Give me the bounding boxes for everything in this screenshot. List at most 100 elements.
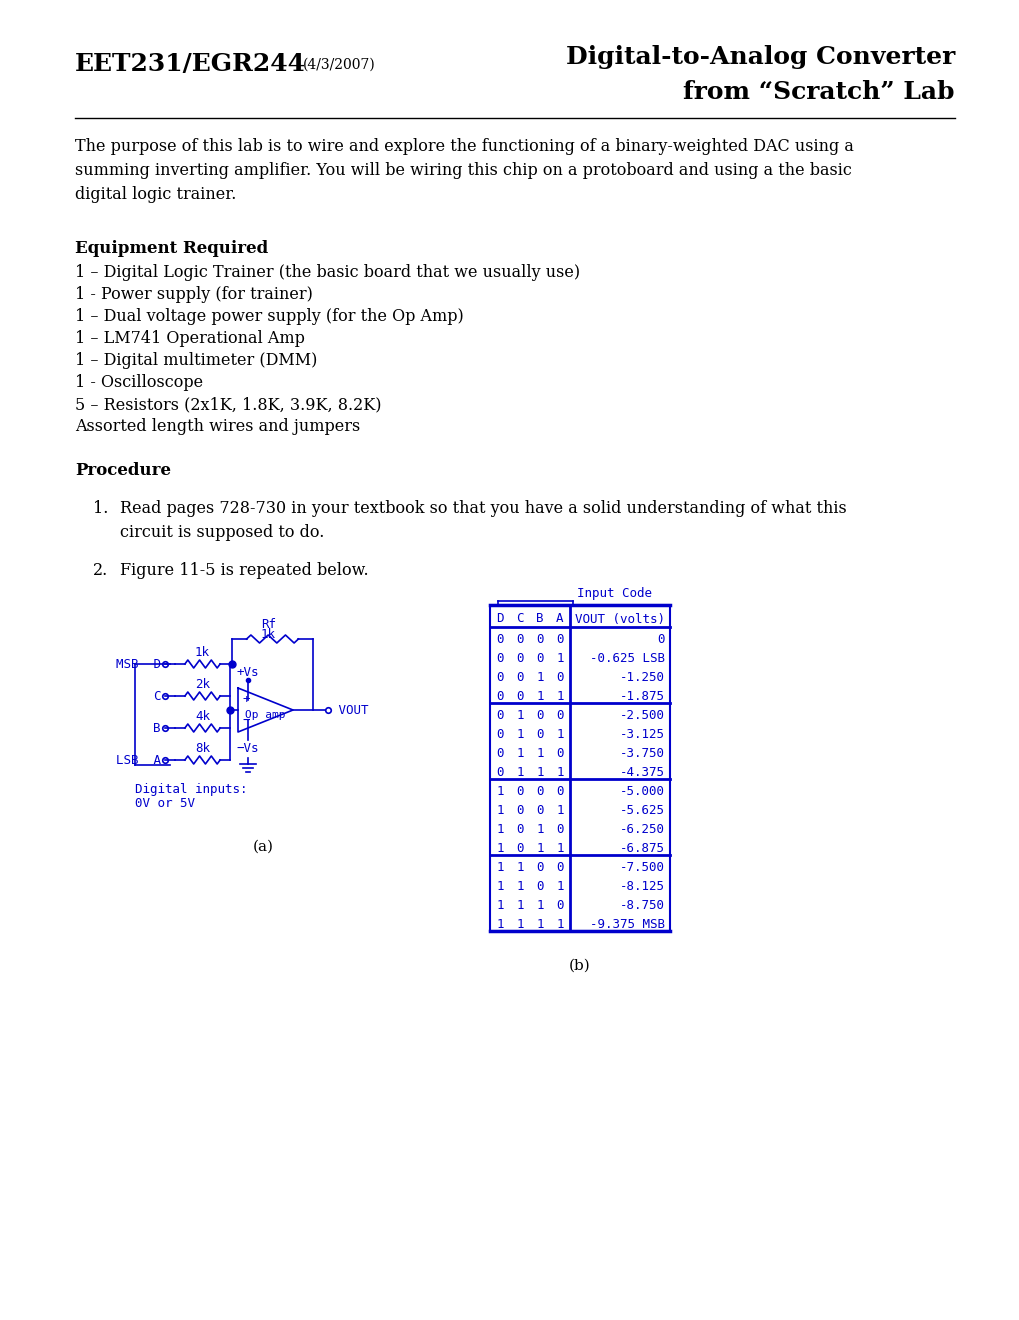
Text: Read pages 728-730 in your textbook so that you have a solid understanding of wh: Read pages 728-730 in your textbook so t… <box>120 500 846 541</box>
Bar <box>489 605 669 931</box>
Text: 0: 0 <box>496 766 503 779</box>
Text: 0: 0 <box>516 690 523 704</box>
Text: -6.250: -6.250 <box>620 822 664 836</box>
Text: 0: 0 <box>555 671 564 684</box>
Text: 0: 0 <box>536 652 543 665</box>
Text: 1: 1 <box>516 747 523 760</box>
Text: 0: 0 <box>536 861 543 874</box>
Text: 1: 1 <box>496 804 503 817</box>
Text: 0: 0 <box>516 634 523 645</box>
Text: 1: 1 <box>516 899 523 912</box>
Text: 1: 1 <box>496 880 503 894</box>
Text: +Vs: +Vs <box>236 665 259 678</box>
Text: 1: 1 <box>536 822 543 836</box>
Text: 1: 1 <box>555 917 564 931</box>
Text: 5 – Resistors (2x1K, 1.8K, 3.9K, 8.2K): 5 – Resistors (2x1K, 1.8K, 3.9K, 8.2K) <box>75 396 381 413</box>
Text: B: B <box>153 722 161 734</box>
Text: 0: 0 <box>496 709 503 722</box>
Text: 1: 1 <box>496 899 503 912</box>
Text: 1: 1 <box>536 766 543 779</box>
Text: (4/3/2007): (4/3/2007) <box>303 58 375 73</box>
Text: −Vs: −Vs <box>236 742 259 755</box>
Text: 0: 0 <box>536 729 543 741</box>
Text: 1: 1 <box>555 766 564 779</box>
Text: C: C <box>516 612 523 626</box>
Text: LSB  A: LSB A <box>116 754 161 767</box>
Text: -3.750: -3.750 <box>620 747 664 760</box>
Text: 8k: 8k <box>195 742 210 755</box>
Text: 1: 1 <box>536 917 543 931</box>
Text: 1: 1 <box>516 861 523 874</box>
Text: 1: 1 <box>555 652 564 665</box>
Text: 0: 0 <box>516 652 523 665</box>
Text: Rf: Rf <box>261 619 276 631</box>
Text: VOUT (volts): VOUT (volts) <box>575 612 664 626</box>
Text: 1: 1 <box>555 729 564 741</box>
Text: Assorted length wires and jumpers: Assorted length wires and jumpers <box>75 418 360 436</box>
Text: -7.500: -7.500 <box>620 861 664 874</box>
Text: -2.500: -2.500 <box>620 709 664 722</box>
Text: Input Code: Input Code <box>577 587 652 601</box>
Text: 1 – LM741 Operational Amp: 1 – LM741 Operational Amp <box>75 330 305 347</box>
Text: -1.875: -1.875 <box>620 690 664 704</box>
Text: 0: 0 <box>496 690 503 704</box>
Text: 0: 0 <box>657 634 664 645</box>
Text: -5.625: -5.625 <box>620 804 664 817</box>
Text: Op amp: Op amp <box>245 710 285 719</box>
Text: 1: 1 <box>536 747 543 760</box>
Text: 1: 1 <box>555 690 564 704</box>
Text: Equipment Required: Equipment Required <box>75 240 268 257</box>
Text: 0: 0 <box>516 804 523 817</box>
Text: 0: 0 <box>555 747 564 760</box>
Text: 1: 1 <box>516 880 523 894</box>
Text: Digital-to-Analog Converter: Digital-to-Analog Converter <box>566 45 954 69</box>
Text: -0.625 LSB: -0.625 LSB <box>589 652 664 665</box>
Text: VOUT: VOUT <box>331 704 368 717</box>
Text: -1.250: -1.250 <box>620 671 664 684</box>
Text: Figure 11-5 is repeated below.: Figure 11-5 is repeated below. <box>120 562 368 579</box>
Text: 1: 1 <box>555 804 564 817</box>
Text: 4k: 4k <box>195 710 210 723</box>
Text: -8.125: -8.125 <box>620 880 664 894</box>
Text: 1 - Oscilloscope: 1 - Oscilloscope <box>75 374 203 391</box>
Text: 1: 1 <box>555 880 564 894</box>
Text: -5.000: -5.000 <box>620 785 664 799</box>
Text: 0: 0 <box>516 842 523 855</box>
Text: 1: 1 <box>536 671 543 684</box>
Text: 1: 1 <box>496 842 503 855</box>
Text: EET231/EGR244: EET231/EGR244 <box>75 51 306 77</box>
Text: −: − <box>243 714 250 726</box>
Text: 1: 1 <box>536 842 543 855</box>
Text: +: + <box>243 693 250 706</box>
Text: 1: 1 <box>536 899 543 912</box>
Text: -8.750: -8.750 <box>620 899 664 912</box>
Text: 1.: 1. <box>93 500 108 517</box>
Text: 0: 0 <box>516 822 523 836</box>
Text: The purpose of this lab is to wire and explore the functioning of a binary-weigh: The purpose of this lab is to wire and e… <box>75 139 853 203</box>
Text: 0: 0 <box>496 747 503 760</box>
Text: 1k: 1k <box>261 628 276 642</box>
Text: 1: 1 <box>496 861 503 874</box>
Text: (b): (b) <box>569 960 590 973</box>
Text: -6.875: -6.875 <box>620 842 664 855</box>
Text: 0: 0 <box>496 634 503 645</box>
Text: 1: 1 <box>496 822 503 836</box>
Text: 2k: 2k <box>195 678 210 692</box>
Text: 0: 0 <box>555 785 564 799</box>
Text: D: D <box>496 612 503 626</box>
Text: Procedure: Procedure <box>75 462 171 479</box>
Text: 0: 0 <box>536 709 543 722</box>
Text: C: C <box>153 689 161 702</box>
Text: 2.: 2. <box>93 562 108 579</box>
Text: 1: 1 <box>555 842 564 855</box>
Text: 0: 0 <box>555 634 564 645</box>
Text: 1: 1 <box>496 917 503 931</box>
Text: 0: 0 <box>536 785 543 799</box>
Text: 1k: 1k <box>195 647 210 660</box>
Text: 0: 0 <box>555 822 564 836</box>
Text: 0: 0 <box>555 709 564 722</box>
Text: 1: 1 <box>516 709 523 722</box>
Text: 1 – Digital multimeter (DMM): 1 – Digital multimeter (DMM) <box>75 352 317 370</box>
Text: from “Scratch” Lab: from “Scratch” Lab <box>683 81 954 104</box>
Text: -4.375: -4.375 <box>620 766 664 779</box>
